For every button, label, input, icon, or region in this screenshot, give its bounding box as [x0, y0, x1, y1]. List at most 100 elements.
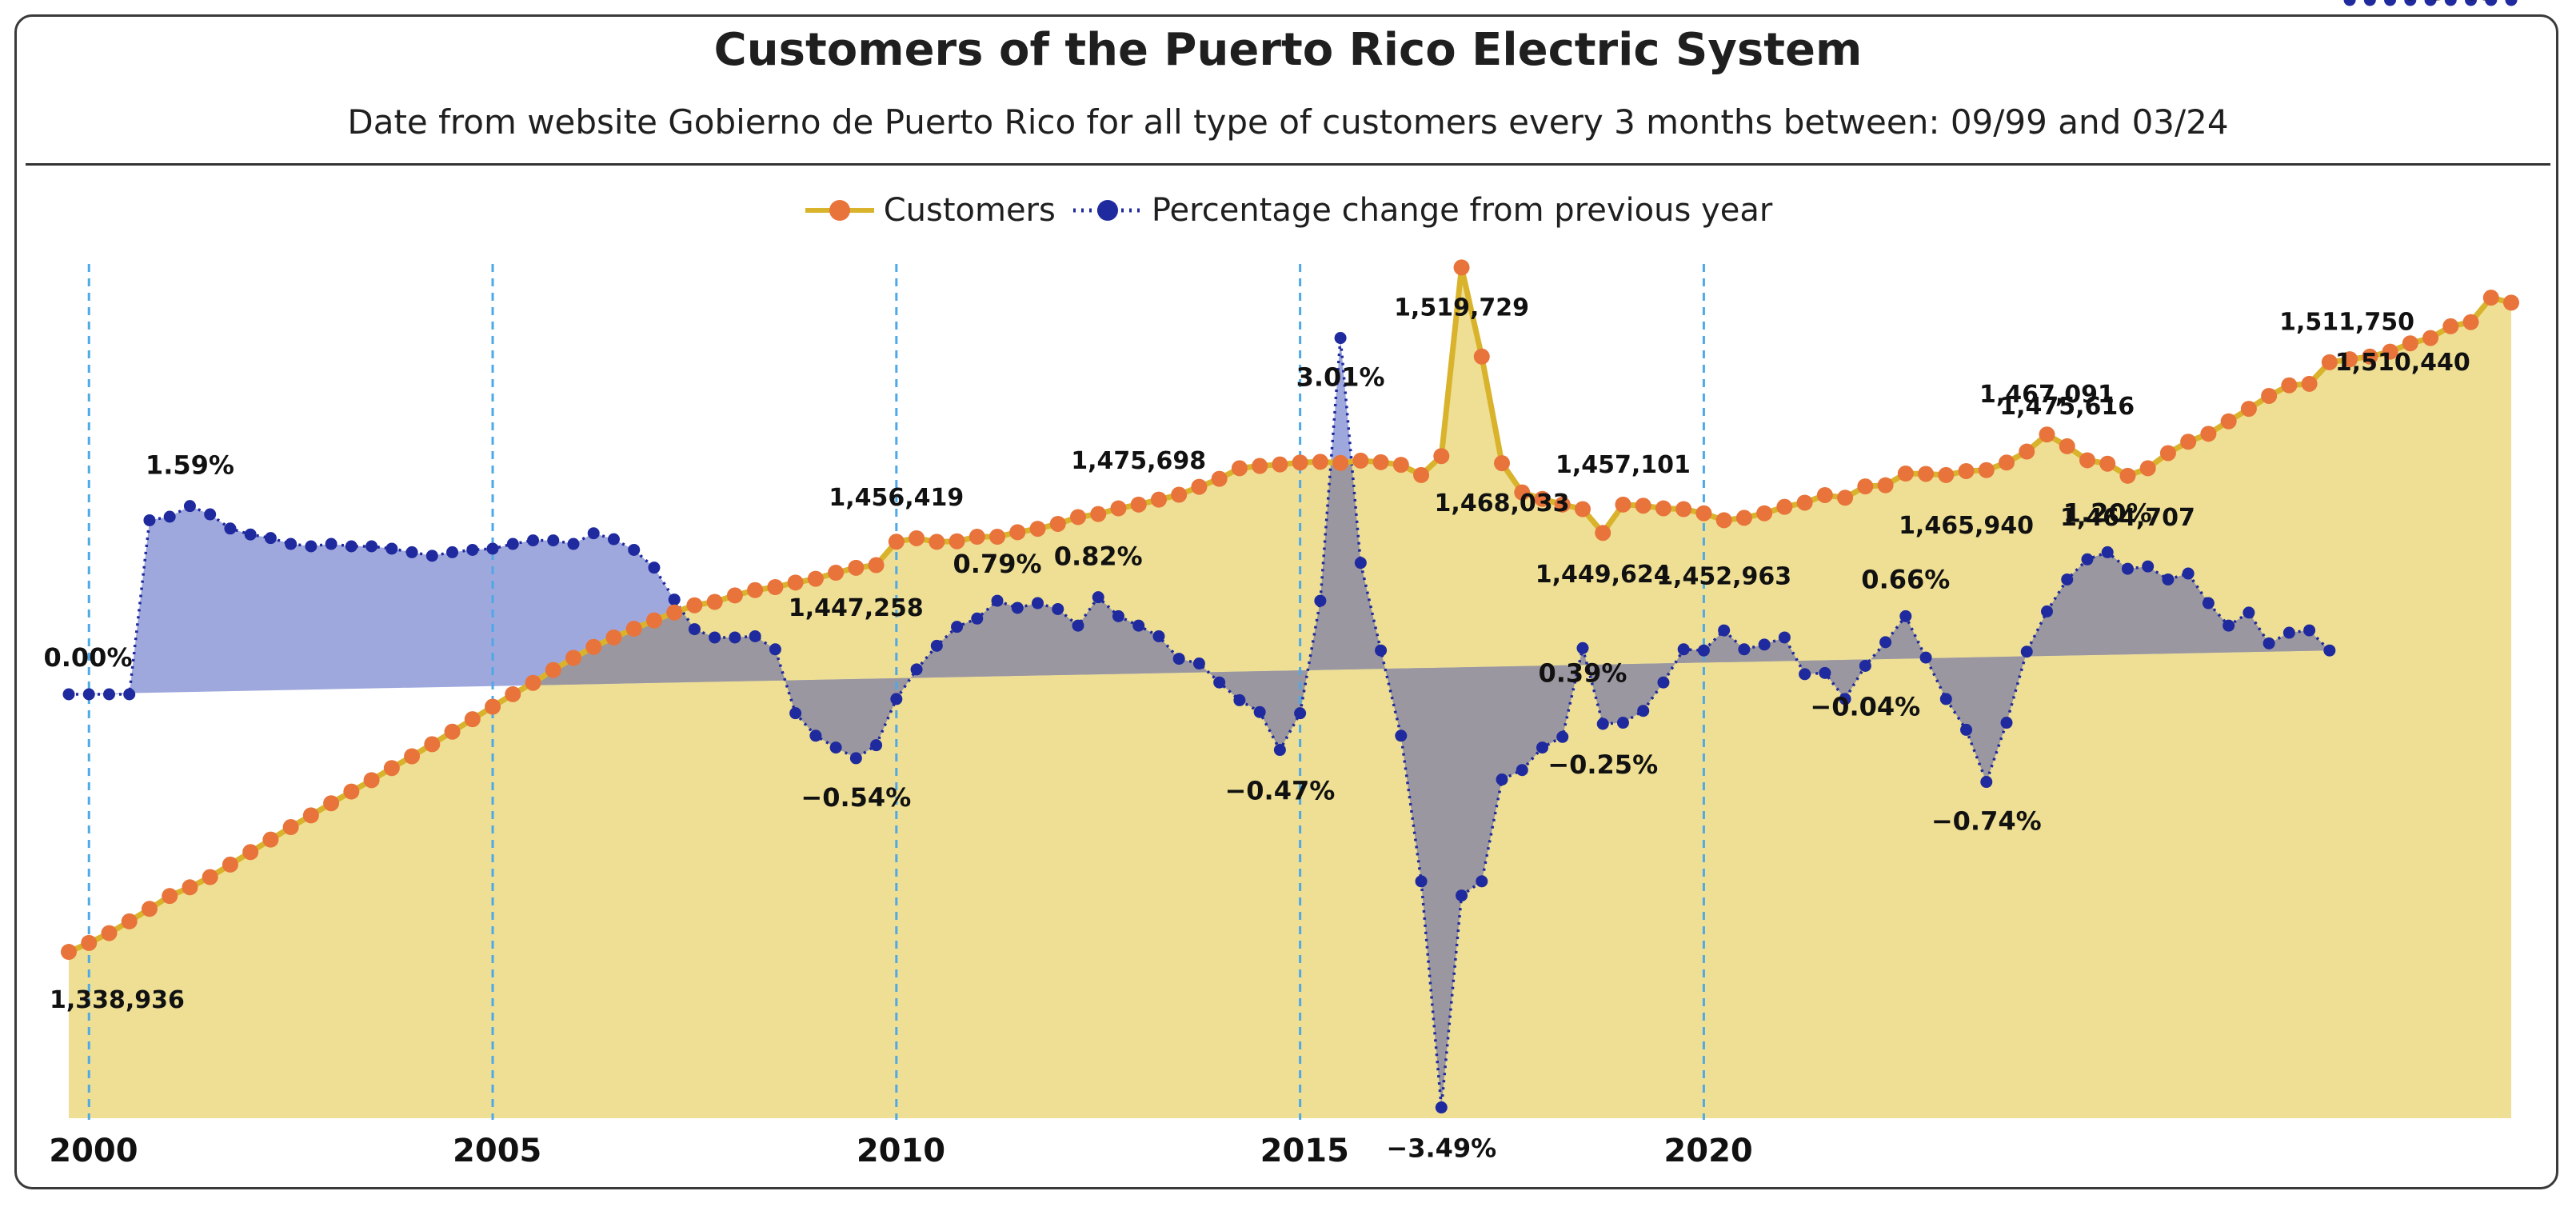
pct-point — [365, 540, 378, 553]
pct-point — [244, 528, 257, 541]
pct-point — [82, 688, 95, 701]
customers-point — [909, 530, 925, 546]
customers-point — [1514, 484, 1531, 501]
customers-point — [2462, 314, 2479, 330]
legend-item-customers[interactable]: Customers — [804, 192, 1056, 229]
legend-pct-label: Percentage change from previous year — [1151, 192, 1773, 229]
customers-point — [1655, 500, 1671, 517]
customers-point — [1897, 466, 1914, 482]
pct-point — [1253, 705, 1266, 718]
pct-point — [1859, 659, 1871, 672]
customers-data-label: 1,467,091 — [1979, 381, 2115, 409]
pct-point — [1637, 705, 1650, 717]
customers-point — [767, 578, 784, 595]
customers-point — [1776, 498, 1793, 515]
pct-point — [2343, 0, 2356, 6]
pct-point — [385, 542, 398, 555]
pct-point — [1778, 631, 1791, 644]
pct-point — [1516, 764, 1528, 777]
customers-point — [1999, 454, 2015, 471]
pct-data-label: 3.01% — [1296, 362, 1385, 393]
pct-point — [1172, 653, 1185, 665]
pct-point — [1899, 609, 1912, 622]
customers-point — [1816, 486, 1833, 503]
pct-point — [1677, 643, 1690, 656]
pct-point — [547, 534, 560, 547]
pct-point — [1576, 641, 1589, 654]
pct-data-label: −0.74% — [1931, 806, 2042, 837]
pct-point — [1476, 875, 1488, 888]
pct-point — [2384, 0, 2397, 6]
pct-data-label: −0.47% — [1224, 776, 1335, 806]
customers-point — [1171, 486, 1188, 503]
customers-point — [2059, 438, 2075, 454]
customers-point — [464, 711, 481, 728]
customers-point — [2180, 434, 2197, 450]
customers-point — [2402, 335, 2418, 352]
pct-point — [466, 543, 479, 556]
pct-point — [1819, 666, 1831, 679]
pct-point — [204, 508, 217, 521]
customers-point — [323, 795, 340, 812]
customers-data-label: 1,338,936 — [50, 986, 185, 1014]
customers-point — [1272, 456, 1288, 473]
customers-point — [1191, 478, 1208, 495]
customers-point — [141, 901, 158, 917]
pct-point — [1879, 636, 1892, 649]
pct-point — [1616, 717, 1629, 729]
pct-point — [425, 550, 438, 562]
customers-point — [625, 621, 642, 637]
pct-point — [2282, 626, 2295, 639]
customers-data-label: 1,468,033 — [1435, 490, 1570, 518]
customers-point — [1392, 457, 1409, 474]
pct-point — [285, 538, 298, 550]
pct-point — [709, 631, 721, 644]
customers-point — [2240, 401, 2257, 418]
customers-point — [686, 597, 703, 613]
customers-point — [1332, 454, 1349, 471]
customers-point — [1130, 496, 1147, 513]
customers-point — [1211, 470, 1228, 487]
pct-point — [2323, 644, 2336, 657]
pct-point — [2404, 0, 2417, 6]
customers-point — [282, 819, 299, 836]
customers-point — [1453, 259, 1470, 276]
pct-point — [143, 514, 156, 526]
pct-point — [1415, 875, 1428, 888]
customers-point — [1090, 506, 1107, 522]
pct-point — [1456, 889, 1468, 902]
pct-point — [1294, 707, 1307, 720]
pct-point — [2303, 624, 2316, 637]
customers-point — [101, 925, 118, 941]
pct-point — [2243, 606, 2255, 619]
pct-point — [1112, 609, 1124, 622]
customers-point — [1595, 525, 1611, 542]
customers-point — [565, 649, 581, 666]
legend-item-pct[interactable]: Percentage change from previous year — [1072, 192, 1772, 229]
customers-point — [2039, 426, 2055, 443]
pct-data-label: −3.49% — [1386, 1133, 1496, 1164]
customers-point — [1938, 466, 1955, 483]
customers-data-label: 1,464,707 — [2060, 504, 2195, 532]
pct-point — [587, 527, 600, 540]
pct-point — [1192, 657, 1205, 670]
chart-title: Customers of the Puerto Rico Electric Sy… — [713, 24, 1863, 76]
customers-point — [848, 559, 865, 576]
customers-point — [868, 557, 885, 574]
customers-point — [1252, 458, 1268, 474]
legend: Customers Percentage change from previou… — [0, 192, 2576, 229]
customers-point — [1009, 524, 1026, 541]
customers-point — [1292, 454, 1308, 471]
pct-point — [123, 688, 136, 701]
pct-point — [506, 538, 519, 550]
pct-point — [2505, 0, 2518, 6]
pct-point — [749, 629, 761, 642]
pct-point — [1132, 619, 1145, 632]
pct-point — [2162, 573, 2175, 586]
pct-point — [2465, 0, 2478, 6]
customers-point — [807, 570, 824, 587]
year-label-2010: 2010 — [857, 1133, 945, 1169]
customers-point — [81, 934, 98, 951]
pct-data-label: 0.79% — [953, 549, 1042, 579]
pct-point — [1072, 619, 1084, 632]
